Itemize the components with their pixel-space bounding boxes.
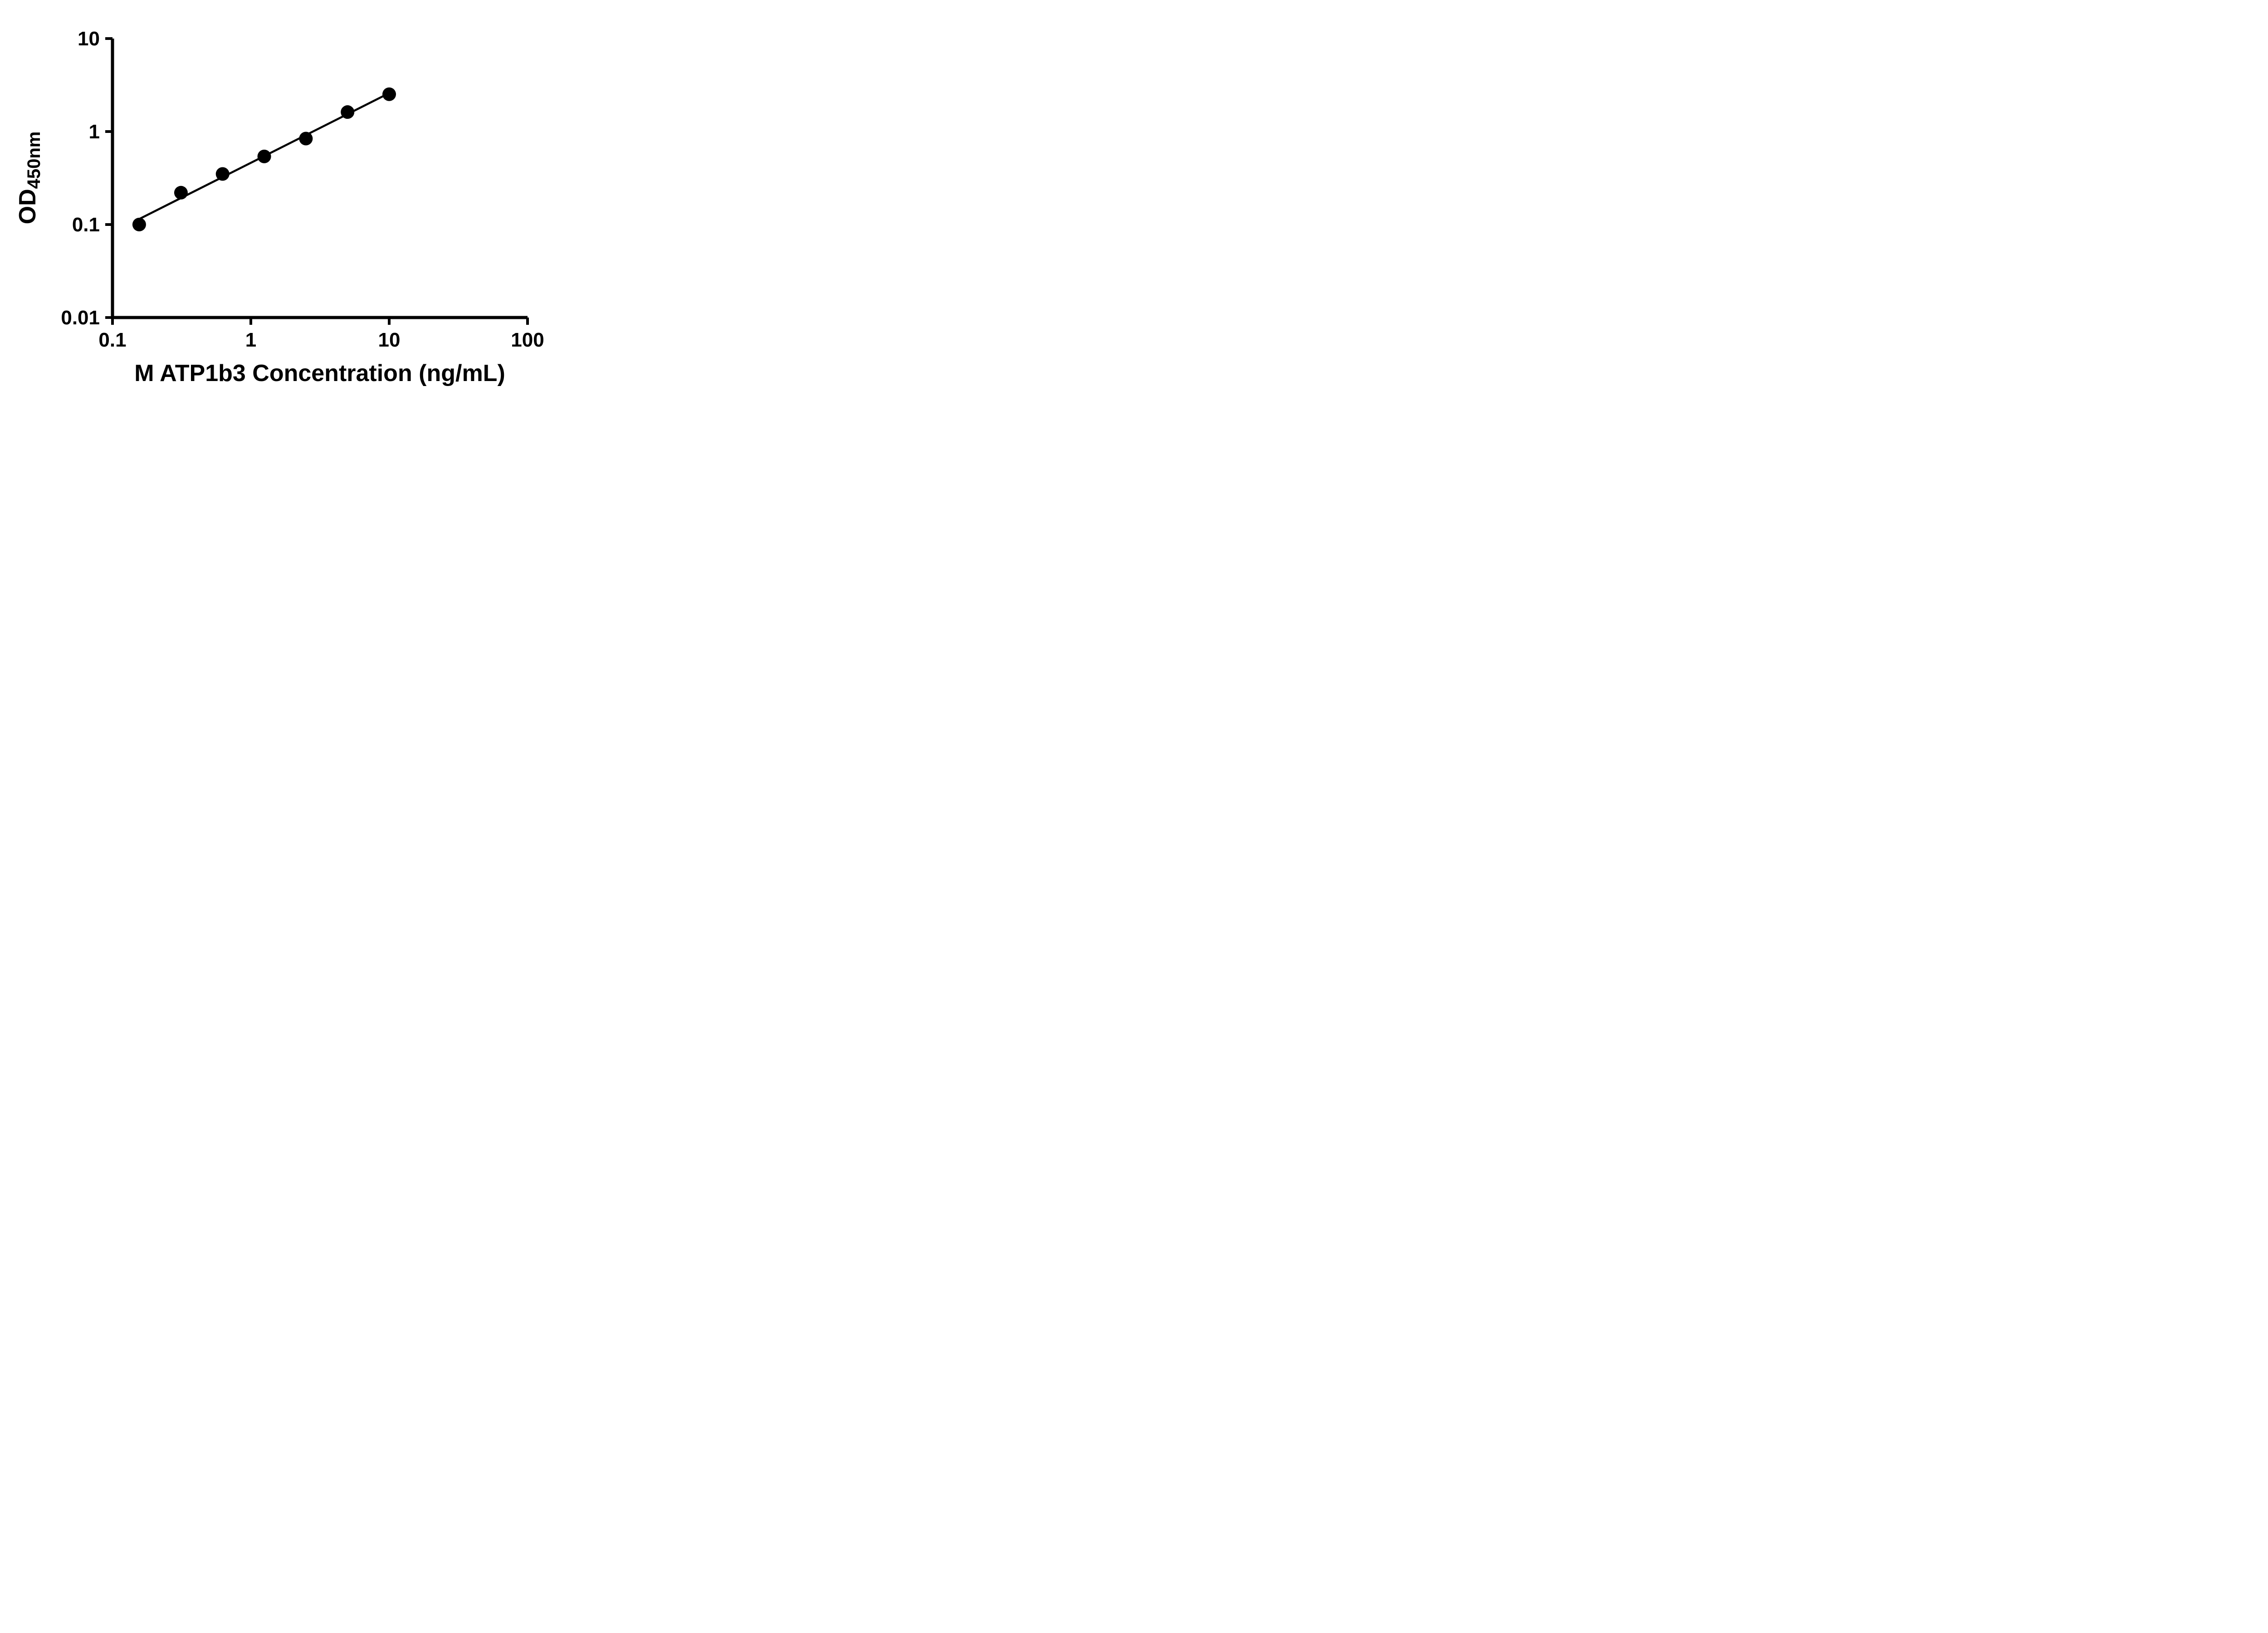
y-tick-label: 0.1 xyxy=(72,214,100,236)
x-tick-label: 0.1 xyxy=(98,329,126,351)
data-point xyxy=(382,87,396,101)
x-tick-label: 10 xyxy=(378,329,401,351)
y-axis-title: OD450nm xyxy=(15,132,44,225)
data-point xyxy=(341,105,355,119)
elisa-standard-curve-figure: 0.1 1 10 100 0.01 0.1 1 10 M ATP1b3 Concentrati… xyxy=(0,0,583,408)
data-point xyxy=(215,167,230,181)
y-axis-title-sub: 450nm xyxy=(24,132,44,189)
data-point xyxy=(299,132,313,146)
data-point xyxy=(257,149,271,163)
y-tick-label: 1 xyxy=(89,121,100,143)
data-point xyxy=(132,218,146,231)
x-tick-label: 100 xyxy=(511,329,544,351)
x-tick-label: 1 xyxy=(245,329,256,351)
y-axis-title-main: OD xyxy=(15,189,41,224)
data-point xyxy=(174,186,188,200)
y-tick-label: 10 xyxy=(78,28,100,50)
x-axis-title: M ATP1b3 Concentration (ng/mL) xyxy=(134,360,505,386)
y-tick-label: 0.01 xyxy=(61,307,100,329)
